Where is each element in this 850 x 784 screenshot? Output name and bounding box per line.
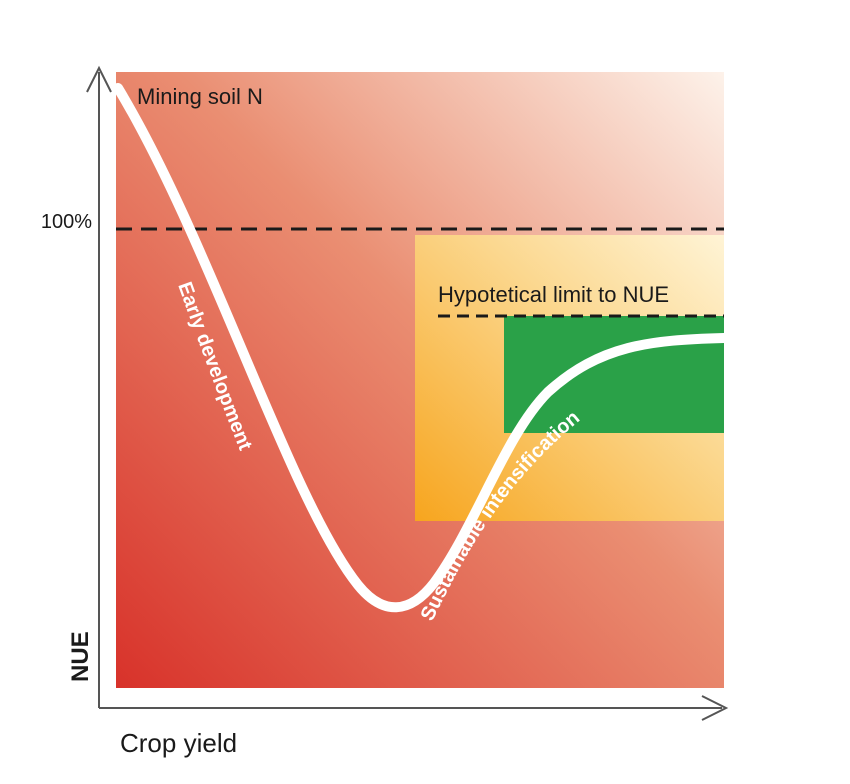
x-axis-arrowhead <box>701 695 729 721</box>
y-axis-label: NUE <box>67 631 94 682</box>
axes <box>86 65 729 721</box>
mining-soil-label: Mining soil N <box>137 84 263 109</box>
hundred-percent-label: 100% <box>41 211 92 233</box>
optimal-zone <box>504 316 724 433</box>
nue-limit-label: Hypotetical limit to NUE <box>438 282 669 307</box>
x-axis-label: Crop yield <box>120 728 237 758</box>
y-axis-arrowhead <box>86 65 112 93</box>
nue-curve <box>113 83 729 613</box>
